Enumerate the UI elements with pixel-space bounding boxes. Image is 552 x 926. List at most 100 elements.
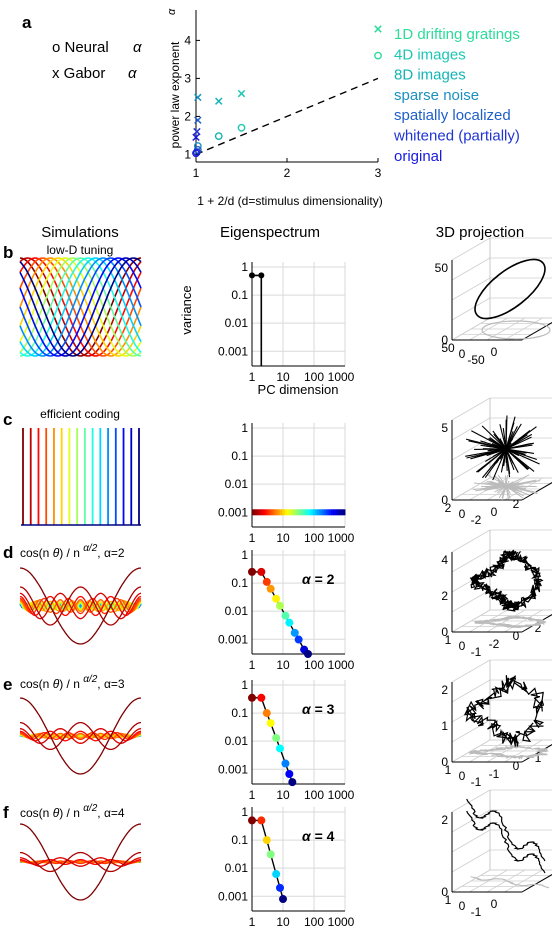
eig-x-tick-label: 100 (304, 658, 324, 672)
scatter-point-gabor (215, 97, 223, 105)
formula-part-suffix: , (97, 546, 104, 560)
proj-x-tick: 50 (441, 341, 455, 355)
scatter-y-tick-label: 1 (184, 147, 191, 161)
stimulus-legend-item: original (394, 148, 442, 165)
proj-star-shadow (505, 479, 537, 487)
sim-b-tuning-curves (19, 257, 142, 357)
eig-alpha-value: = 3 (311, 701, 335, 717)
projection-c: 502 0 -202 (441, 397, 552, 527)
eig-x-tick-label: 100 (304, 788, 324, 802)
formula-part-suffix: , (97, 806, 104, 820)
proj-star-ray (471, 430, 507, 450)
proj-x-tick: 1 (445, 633, 452, 647)
scatter-ylabel-symbol: α (166, 8, 178, 15)
scatter-x-tick-label: 2 (284, 166, 291, 180)
proj-ellipse (474, 258, 546, 320)
proj-floor-grid (504, 739, 543, 763)
eig-point (272, 733, 281, 742)
formula-part-sup: α/2 (83, 543, 97, 554)
sim-label-e: cos(n θ) / n α/2, α=3 (20, 674, 125, 691)
eig-x-tick-label: 100 (304, 370, 324, 384)
eig-y-tick-label: 0.1 (231, 706, 248, 720)
eig-y-tick-label: 1 (241, 421, 248, 435)
eig-point (266, 850, 275, 859)
proj-star-shadow (505, 485, 509, 493)
proj-star-ray (502, 428, 507, 450)
proj-trajectory (463, 675, 545, 747)
stimulus-legend-item: 4D images (394, 46, 466, 63)
proj-wall-grid (451, 809, 491, 833)
formula-part-theta: θ (53, 806, 60, 820)
column-title-eigenspectrum: Eigenspectrum (220, 224, 320, 241)
stimulus-legend-item: sparse noise (394, 87, 479, 104)
proj-wall-grid (451, 869, 491, 893)
proj-wall-grid (451, 529, 491, 553)
eig-point (257, 567, 266, 576)
eig-point (272, 870, 281, 879)
eig-x-tick-label: 1000 (328, 658, 355, 672)
panel-letter-d: d (3, 543, 13, 562)
proj-z-tick: 0 (441, 885, 448, 899)
sim-e-cosines (19, 697, 142, 775)
proj-z-tick: 0 (441, 625, 448, 639)
proj-z-tick: 4 (441, 553, 448, 567)
eig-alpha-value: = 2 (311, 571, 335, 587)
cosine-component (19, 586, 142, 626)
scatter-point-neural (193, 148, 201, 157)
proj-y-tick: 0 (513, 629, 520, 643)
proj-wall-grid (451, 829, 491, 853)
eig-point (257, 693, 266, 702)
scatter-point-neural (214, 132, 223, 141)
stimulus-legend-item: spatially localized (394, 107, 511, 124)
eig-point (258, 272, 265, 279)
marker-legend: o Neural α x Gabor α (52, 39, 142, 82)
eig-alpha-symbol: α (302, 701, 312, 717)
scatter-x-tick-label: 3 (375, 166, 382, 180)
proj-star-shadow (505, 480, 510, 487)
proj-star-shadow (497, 485, 507, 494)
proj-x-tick: -2 (471, 513, 482, 527)
panel-letter-a: a (22, 13, 32, 32)
eig-y-tick-label: 0.1 (231, 288, 248, 302)
proj-star-ray (505, 437, 522, 450)
scatter-plot-a: power law exponent α 1 + 2/d (d=stimulus… (166, 8, 383, 208)
proj-wall-grid (451, 297, 491, 321)
proj-wall-grid (451, 849, 491, 873)
eig-x-tick-label: 10 (276, 531, 290, 545)
proj-star-shadow (497, 482, 507, 487)
proj-wall-grid (451, 589, 491, 613)
sim-f-cosines (19, 823, 142, 901)
scatter-point-neural (374, 51, 382, 60)
tuning-curve (19, 257, 142, 357)
formula-text: cos(n θ) / n α/2, α=3 (20, 674, 125, 691)
proj-wall-grid (451, 739, 491, 763)
cosine-component (19, 851, 142, 873)
cosine-component (19, 732, 142, 740)
proj-x-tick: 2 (445, 501, 452, 515)
eig-point (249, 272, 255, 279)
eig-y-tick-label: 0.001 (218, 632, 248, 646)
proj-y-tick: 2 (513, 497, 520, 511)
eig-y-tick-label: 0.01 (225, 734, 249, 748)
panel-letter-b: b (3, 243, 13, 262)
sim-label-b: low-D tuning (47, 243, 114, 257)
proj-z-tick: 2 (441, 813, 448, 827)
legend-gabor-text: x Gabor (52, 65, 105, 82)
eig-y-tick-label: 1 (241, 678, 248, 692)
stimulus-legend-item: 1D drifting gratings (394, 26, 520, 43)
eig-point (279, 895, 287, 904)
eig-point (257, 816, 266, 825)
proj-star-ray (487, 448, 507, 452)
tuning-curve (19, 257, 142, 357)
proj-star-ray (505, 448, 508, 471)
scatter-ylabel: power law exponent (168, 41, 182, 148)
eig-point (272, 594, 281, 603)
proj-star-ray (505, 426, 518, 450)
proj-trajectory-shadow (474, 615, 547, 629)
eig-y-tick-label: 1 (241, 260, 248, 274)
proj-star-shadow (501, 485, 507, 496)
proj-y-tick: 2 (535, 621, 542, 635)
proj-star-ray (505, 448, 526, 455)
cosine-component (19, 858, 142, 866)
